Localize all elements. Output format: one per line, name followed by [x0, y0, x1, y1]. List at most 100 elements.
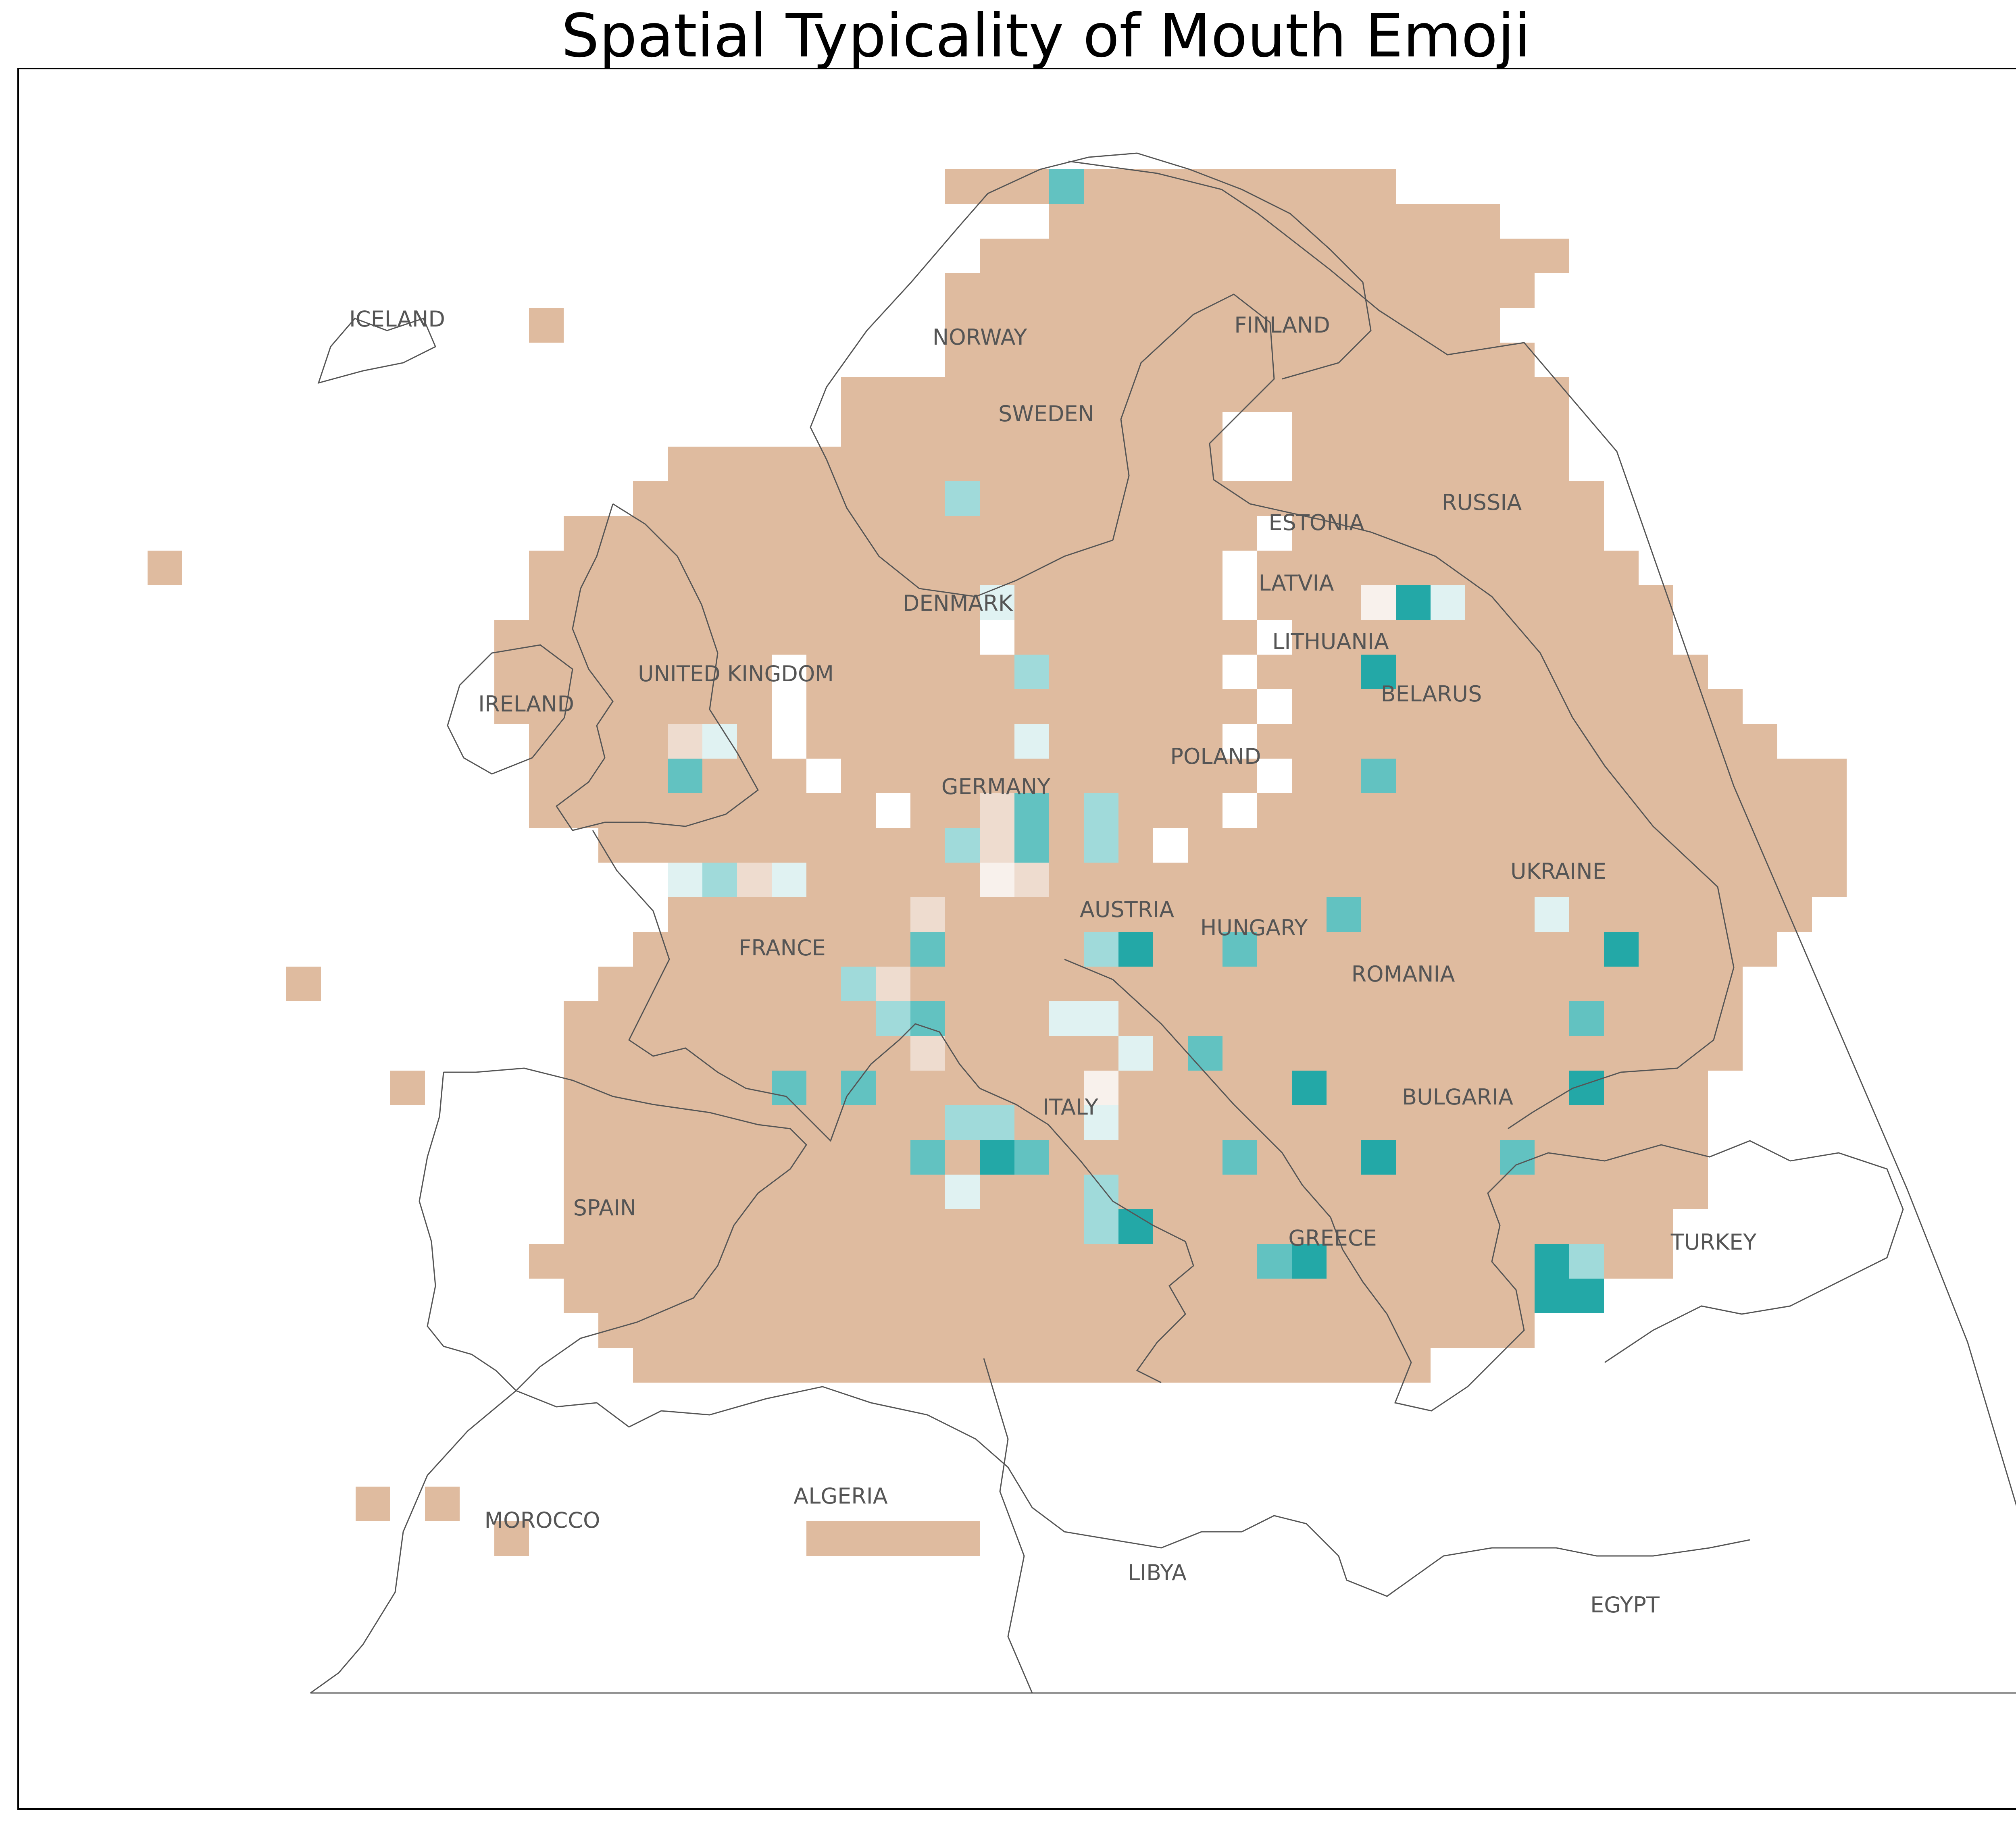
grid-cell	[1396, 689, 1431, 724]
grid-cell	[598, 1071, 633, 1105]
grid-cell	[702, 793, 737, 828]
grid-cell	[1465, 689, 1500, 724]
grid-cell	[1500, 1209, 1535, 1244]
grid-cell	[1118, 204, 1153, 239]
grid-cell	[1743, 897, 1777, 932]
grid-cell	[564, 1279, 598, 1313]
grid-cell	[1777, 793, 1812, 828]
grid-cell	[668, 1001, 702, 1036]
grid-cell	[1118, 689, 1153, 724]
grid-cell	[980, 759, 1014, 793]
grid-cell	[633, 1105, 668, 1140]
country-label-romania: ROMANIA	[1352, 961, 1455, 987]
grid-cell	[1327, 551, 1361, 585]
grid-cell	[1188, 1244, 1223, 1279]
grid-cell	[1327, 1071, 1361, 1105]
grid-cell	[1465, 1071, 1500, 1105]
grid-cell	[1673, 967, 1708, 1001]
grid-cell	[1327, 239, 1361, 273]
grid-cell	[1396, 551, 1431, 585]
grid-cell	[1049, 308, 1084, 343]
grid-cell	[1014, 967, 1049, 1001]
grid-cell	[772, 1105, 806, 1140]
country-label-ireland: IRELAND	[478, 691, 574, 717]
grid-cell	[1118, 759, 1153, 793]
country-label-greece: GREECE	[1288, 1225, 1377, 1251]
grid-cell	[1014, 1140, 1049, 1175]
grid-cell	[1084, 585, 1118, 620]
grid-cell	[1361, 620, 1396, 655]
grid-cell	[1431, 655, 1465, 689]
grid-cell	[1153, 343, 1188, 377]
grid-cell	[1361, 585, 1396, 620]
grid-cell	[737, 1209, 772, 1244]
grid-cell	[1049, 655, 1084, 689]
grid-cell	[737, 1140, 772, 1175]
grid-cell	[1118, 447, 1153, 481]
grid-cell	[910, 1209, 945, 1244]
grid-cell	[148, 551, 182, 585]
grid-cell	[1084, 1140, 1118, 1175]
grid-cell	[945, 551, 980, 585]
grid-cell	[1153, 793, 1188, 828]
grid-cell	[1014, 273, 1049, 308]
grid-cell	[1361, 863, 1396, 897]
grid-cell	[1188, 1313, 1223, 1348]
grid-cell	[806, 585, 841, 620]
grid-cell	[1465, 585, 1500, 620]
grid-cell	[1396, 343, 1431, 377]
grid-cell	[1049, 481, 1084, 516]
grid-cell	[1049, 204, 1084, 239]
grid-cell	[772, 1001, 806, 1036]
grid-cell	[1327, 759, 1361, 793]
grid-cell	[1257, 1348, 1292, 1383]
grid-cell	[1188, 1140, 1223, 1175]
grid-cell	[1431, 620, 1465, 655]
grid-cell	[876, 1348, 910, 1383]
grid-cell	[1465, 343, 1500, 377]
grid-cell	[1084, 169, 1118, 204]
grid-cell	[1327, 169, 1361, 204]
grid-cell	[1535, 1244, 1569, 1279]
grid-cell	[980, 1071, 1014, 1105]
grid-cell	[1257, 724, 1292, 759]
grid-cell	[1049, 585, 1084, 620]
grid-cell	[1084, 1001, 1118, 1036]
grid-cell	[1569, 1175, 1604, 1209]
grid-cell	[668, 793, 702, 828]
grid-cell	[737, 447, 772, 481]
grid-cell	[1118, 481, 1153, 516]
grid-cell	[1153, 967, 1188, 1001]
grid-cell	[980, 585, 1014, 620]
grid-cell	[1049, 377, 1084, 412]
map-frame	[17, 68, 2016, 1810]
grid-cell	[425, 1487, 460, 1521]
country-label-united-kingdom: UNITED KINGDOM	[638, 661, 834, 686]
grid-cell	[945, 412, 980, 447]
grid-cell	[668, 1175, 702, 1209]
country-label-libya: LIBYA	[1128, 1560, 1187, 1585]
grid-cell	[1014, 343, 1049, 377]
grid-cell	[1673, 724, 1708, 759]
grid-cell	[841, 655, 876, 689]
country-label-france: FRANCE	[739, 935, 826, 961]
grid-cell	[1014, 412, 1049, 447]
grid-cell	[1223, 759, 1257, 793]
grid-cell	[737, 932, 772, 967]
grid-cell	[1569, 1001, 1604, 1036]
grid-cell	[1431, 1140, 1465, 1175]
grid-cell	[1223, 1209, 1257, 1244]
grid-cell	[564, 585, 598, 620]
grid-cell	[1153, 655, 1188, 689]
grid-cell	[1118, 1071, 1153, 1105]
grid-cell	[1361, 1279, 1396, 1313]
grid-cell	[876, 1071, 910, 1105]
grid-cell	[1118, 516, 1153, 551]
grid-cell	[1500, 759, 1535, 793]
grid-cell	[1639, 1175, 1673, 1209]
grid-cell	[1049, 551, 1084, 585]
grid-cell	[1014, 689, 1049, 724]
grid-cell	[668, 1209, 702, 1244]
grid-cell	[1292, 204, 1327, 239]
grid-cell	[1743, 863, 1777, 897]
